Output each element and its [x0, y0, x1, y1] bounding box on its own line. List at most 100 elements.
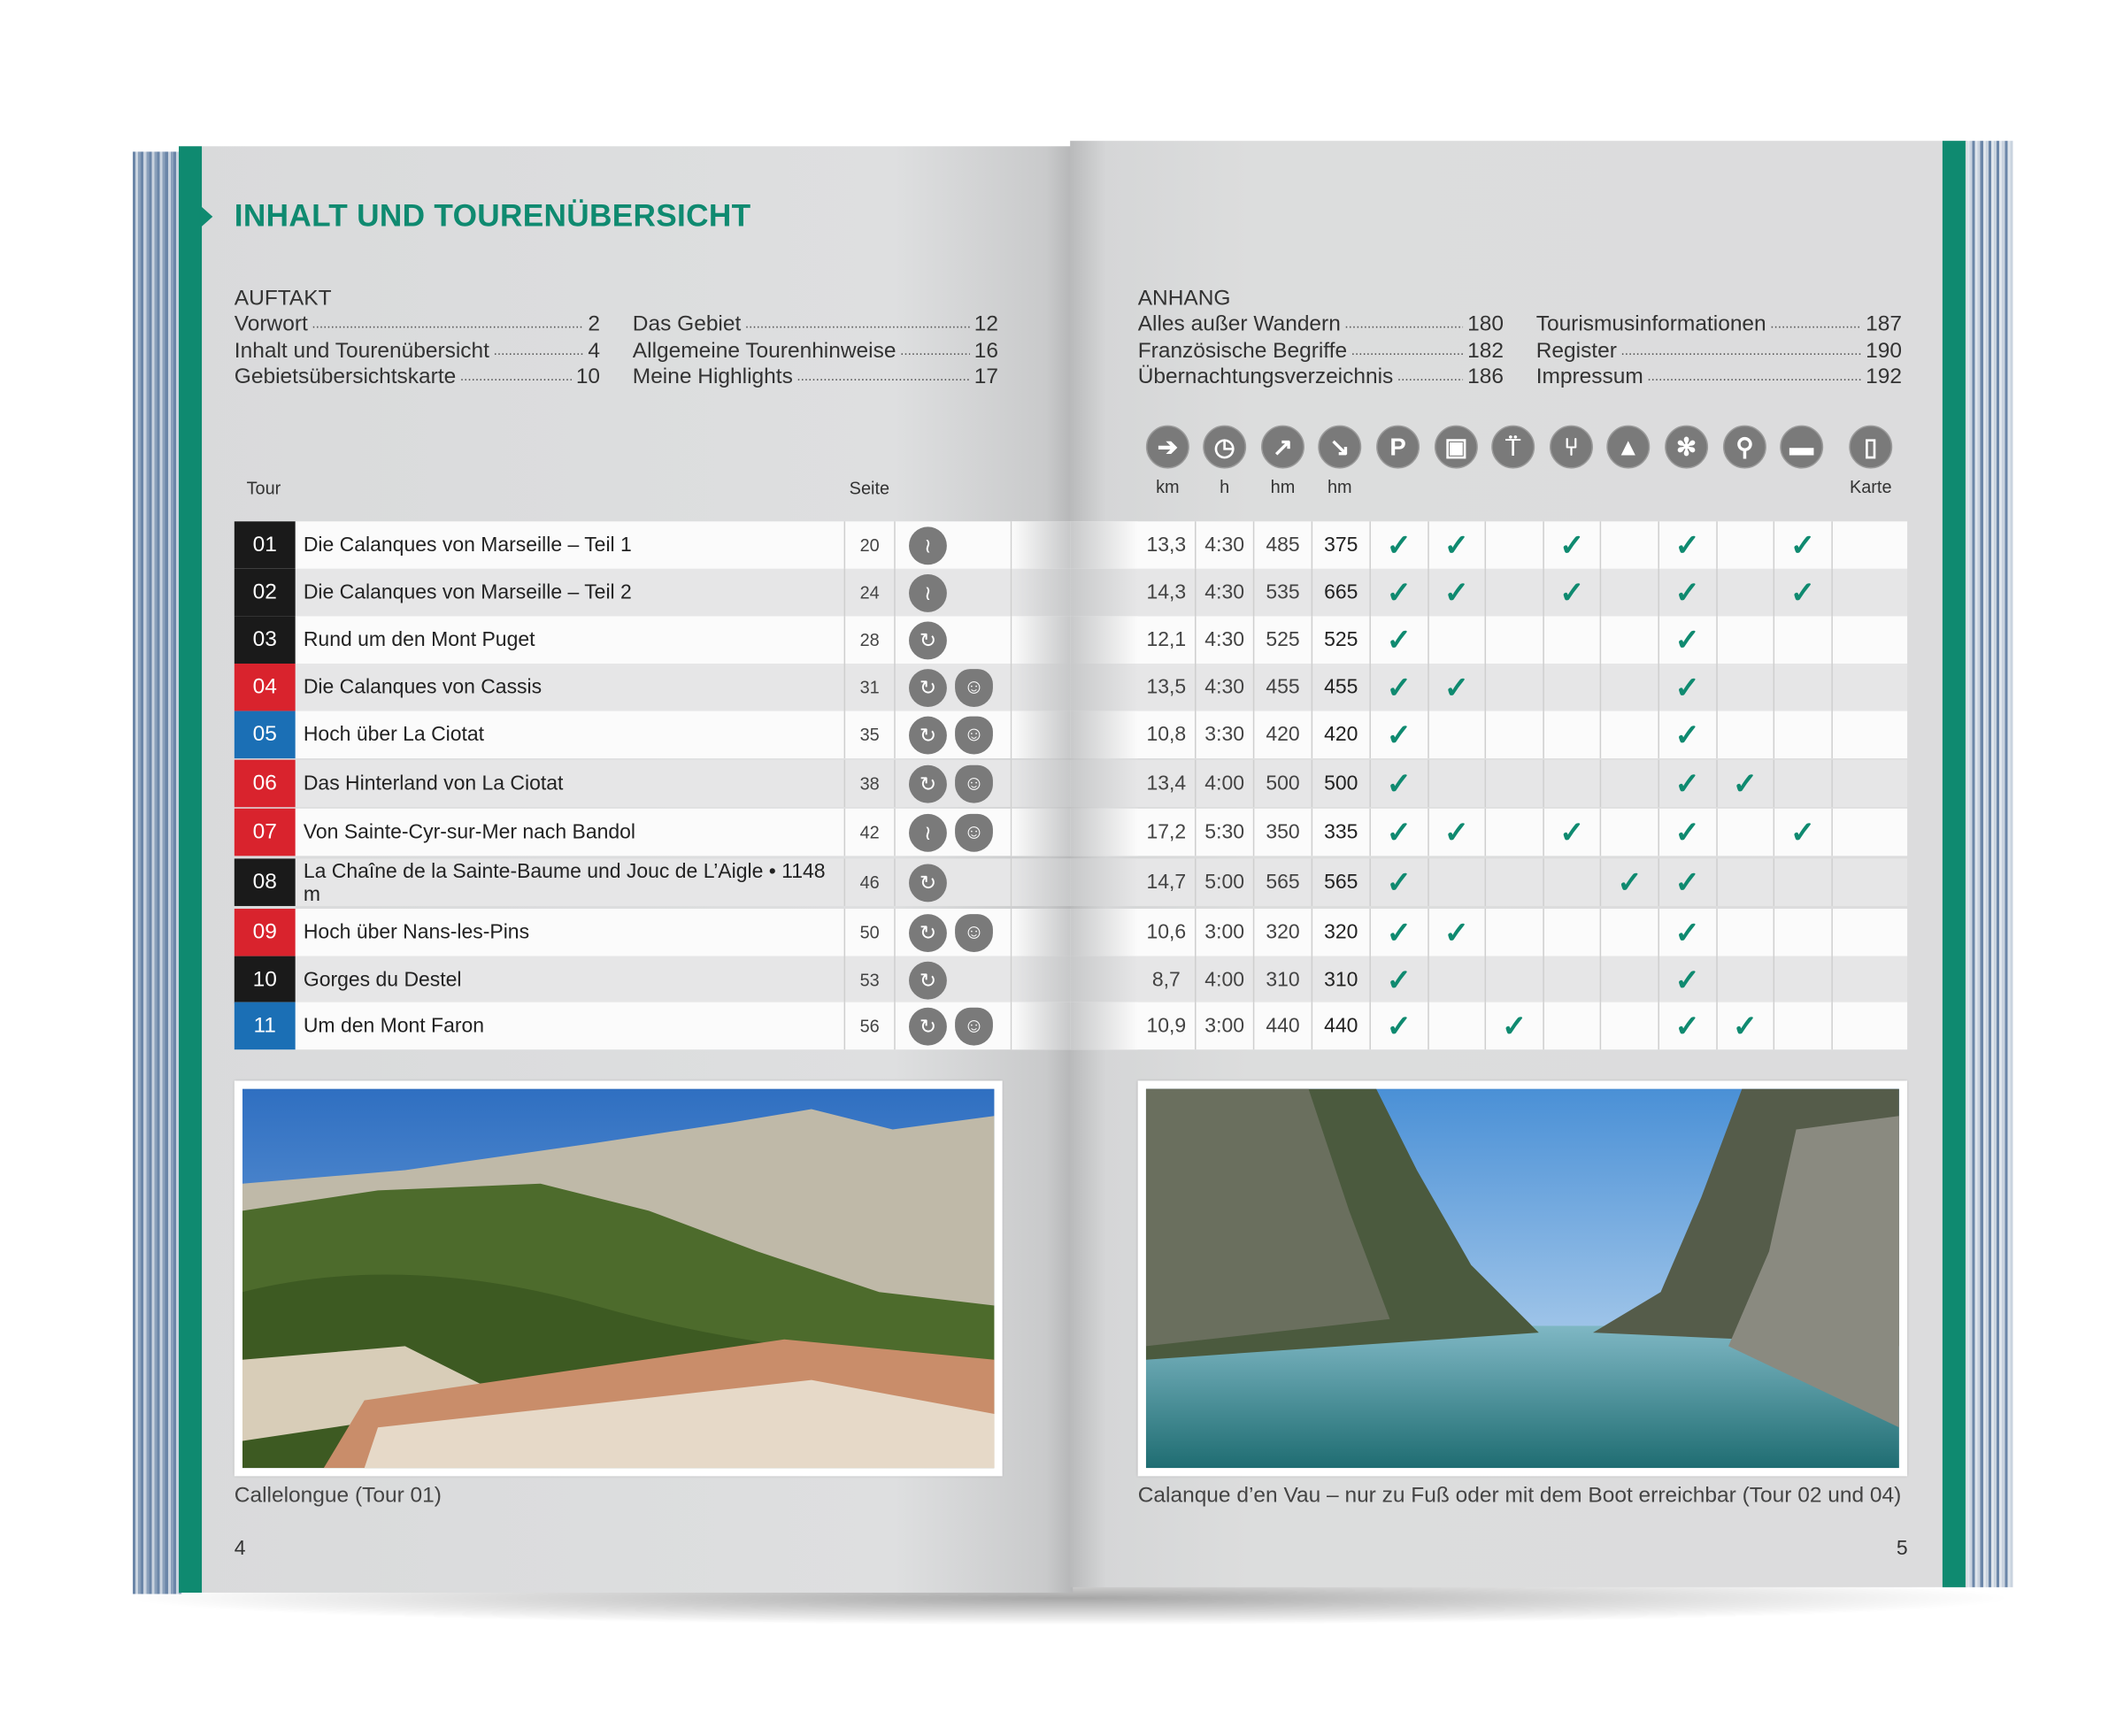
table-row[interactable]: 08 La Chaîne de la Sainte-Baume und Jouc …: [234, 858, 1071, 906]
table-row[interactable]: 05 Hoch über La Ciotat 35 ↻ ☺: [234, 711, 1071, 759]
spine-gap: [1012, 663, 1071, 711]
distance-km: 13,3: [1138, 521, 1197, 569]
spine-gap: [1012, 616, 1071, 664]
toc-heading: ANHANG: [1137, 287, 1231, 311]
tour-number-badge: 06: [234, 759, 296, 808]
loop-icon: ↻: [909, 1007, 947, 1045]
toc-entry[interactable]: Register 190: [1536, 338, 1902, 365]
tour-name[interactable]: Die Calanques von Cassis: [296, 663, 846, 711]
bus-cell: [1428, 711, 1487, 759]
tour-name[interactable]: Hoch über Nans-les-Pins: [296, 909, 846, 956]
table-row-details: 10,9 3:00 440 440 ✓ ✓ ✓ ✓: [1070, 1002, 1908, 1050]
duration-h: 3:00: [1197, 909, 1255, 956]
toc-leader-dots: [1620, 338, 1861, 365]
toc-entry[interactable]: Impressum 192: [1536, 365, 1902, 391]
snowflake-cell: ✓: [1659, 711, 1718, 759]
tour-name[interactable]: Die Calanques von Marseille – Teil 2: [296, 568, 846, 617]
photo-callelongue: [234, 1080, 1003, 1477]
table-row[interactable]: 02 Die Calanques von Marseille – Teil 2 24…: [234, 568, 1071, 617]
check-icon: ✓: [1443, 574, 1470, 610]
toc-entry[interactable]: Gebietsübersichtskarte 10: [235, 365, 600, 391]
cable-car-cell: [1486, 858, 1544, 906]
distance-km: 10,8: [1138, 711, 1197, 759]
karte-cell: [1833, 711, 1907, 759]
table-row[interactable]: 03 Rund um den Mont Puget 28 ↻: [234, 616, 1071, 664]
photo-calanque-en-vau: [1137, 1080, 1908, 1477]
tour-name[interactable]: Rund um den Mont Puget: [296, 616, 846, 664]
bicycle-cell: [1717, 711, 1775, 759]
loop-icon: ↻: [909, 668, 947, 707]
bicycle-cell: [1717, 616, 1775, 664]
cable-car-icon: ⍡: [1491, 425, 1535, 469]
snowflake-cell: ✓: [1659, 956, 1718, 1004]
toc-entry[interactable]: Inhalt und Tourenübersicht 4: [235, 338, 600, 365]
tour-type-icons: ↻ ☺: [896, 1002, 1012, 1050]
green-margin-strip-right: [1942, 141, 1966, 1587]
spine-gap: [1070, 663, 1138, 711]
restaurant-cell: [1544, 616, 1602, 664]
check-icon: ✓: [1732, 765, 1758, 800]
tour-name[interactable]: Von Sainte-Cyr-sur-Mer nach Bandol: [296, 808, 846, 856]
toc-leader-dots: [460, 365, 572, 391]
distance-km: 14,3: [1138, 568, 1197, 617]
check-icon: ✓: [1386, 814, 1412, 849]
check-icon: ✓: [1443, 914, 1470, 949]
descent-hm: 665: [1312, 568, 1371, 617]
bed-cell: [1774, 909, 1833, 956]
toc-entry[interactable]: Übernachtungsverzeichnis 186: [1138, 365, 1504, 391]
spine-gap: [1012, 1002, 1071, 1050]
toc-entry-label: Meine Highlights: [632, 365, 793, 389]
spine-gap: [1012, 909, 1071, 956]
tour-name[interactable]: Das Hinterland von La Ciotat: [296, 759, 846, 808]
summit-cell: [1602, 521, 1659, 569]
parking-cell: ✓: [1371, 616, 1429, 664]
table-row[interactable]: 11 Um den Mont Faron 56 ↻ ☺: [234, 1002, 1071, 1050]
bicycle-cell: ✓: [1717, 1002, 1775, 1050]
toc-entry[interactable]: Französische Begriffe 182: [1138, 338, 1504, 365]
check-icon: ✓: [1386, 669, 1412, 704]
spine-gap: [1070, 858, 1138, 906]
loop-icon: ↻: [909, 620, 947, 659]
toc-leader-dots: [796, 365, 970, 391]
traverse-icon: ≀: [909, 573, 947, 612]
toc-entry-label: Register: [1535, 339, 1617, 363]
loop-icon: ↻: [909, 960, 947, 999]
distance-km: 13,4: [1138, 759, 1197, 808]
toc-entry-label: Vorwort: [234, 312, 308, 336]
toc-entry[interactable]: Vorwort 2: [235, 311, 600, 338]
descent-hm: 525: [1312, 616, 1371, 664]
tour-name[interactable]: Um den Mont Faron: [296, 1002, 846, 1050]
bicycle-cell: [1717, 521, 1775, 569]
tour-type-icons: ↻: [896, 616, 1012, 664]
tour-name[interactable]: Gorges du Destel: [296, 956, 846, 1004]
toc-entry[interactable]: Allgemeine Tourenhinweise 16: [633, 338, 998, 365]
table-row[interactable]: 01 Die Calanques von Marseille – Teil 1 20…: [234, 521, 1071, 569]
bicycle-cell: [1717, 956, 1775, 1004]
toc-entry[interactable]: Alles außer Wandern 180: [1138, 311, 1504, 338]
table-row[interactable]: 06 Das Hinterland von La Ciotat 38 ↻ ☺: [234, 759, 1071, 808]
table-row[interactable]: 10 Gorges du Destel 53 ↻: [234, 956, 1071, 1004]
table-row[interactable]: 04 Die Calanques von Cassis 31 ↻ ☺: [234, 663, 1071, 711]
column-label: hm: [1327, 476, 1352, 497]
toc-entry[interactable]: Meine Highlights 17: [633, 365, 998, 391]
tour-number-badge: 11: [234, 1002, 296, 1050]
column-header-seite: Seite: [849, 478, 890, 499]
toc-entry[interactable]: Das Gebiet 12: [633, 311, 998, 338]
photo-caption-left: Callelongue (Tour 01): [234, 1484, 442, 1508]
tour-name[interactable]: La Chaîne de la Sainte-Baume und Jouc de…: [296, 858, 846, 906]
tour-name[interactable]: Die Calanques von Marseille – Teil 1: [296, 521, 846, 569]
toc-leader-dots: [1397, 365, 1464, 391]
restaurant-cell: ✓: [1544, 521, 1602, 569]
table-row[interactable]: 07 Von Sainte-Cyr-sur-Mer nach Bandol 42 ≀ ☺: [234, 808, 1071, 856]
toc-entry-label: Gebietsübersichtskarte: [234, 365, 457, 389]
spine-gap: [1012, 808, 1071, 856]
table-row[interactable]: 09 Hoch über Nans-les-Pins 50 ↻ ☺: [234, 909, 1071, 956]
descent-hm: 565: [1312, 858, 1371, 906]
summit-cell: [1602, 663, 1659, 711]
descent-arrow-icon: ↘: [1318, 425, 1362, 469]
tour-name[interactable]: Hoch über La Ciotat: [296, 711, 846, 759]
toc-entry[interactable]: Tourismusinformationen 187: [1536, 311, 1902, 338]
check-icon: ✓: [1674, 527, 1700, 562]
page-edges-left: [132, 151, 182, 1594]
karte-cell: [1833, 616, 1907, 664]
